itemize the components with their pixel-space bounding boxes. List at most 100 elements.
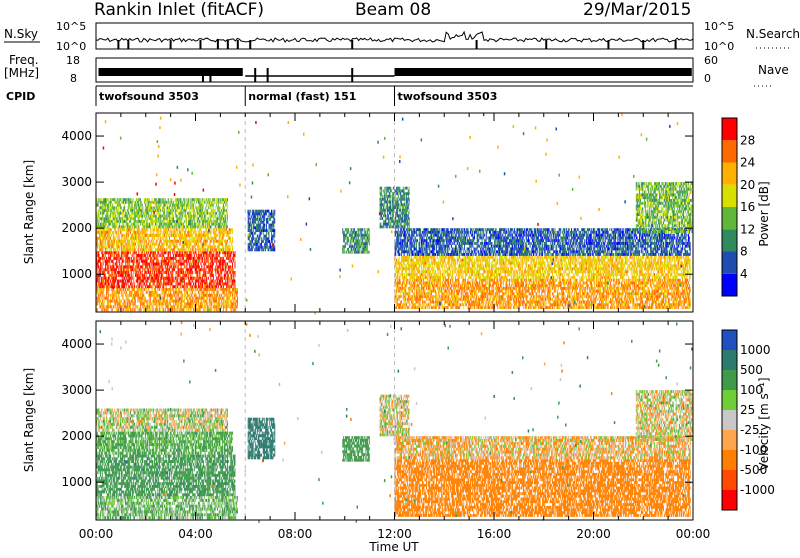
heatmap-cell [221,300,222,303]
heatmap-cell [236,305,237,308]
heatmap-cell [147,291,148,294]
heatmap-cell [128,294,129,297]
heatmap-cell [142,288,143,291]
heatmap-cell [120,288,121,291]
heatmap-cell [162,302,163,305]
heatmap-cell [97,263,98,266]
heatmap-cell [112,300,113,303]
nsky-panel [96,23,693,49]
heatmap-cell [108,288,109,291]
heatmap-cell [137,291,138,294]
heatmap-cell [211,305,212,308]
heatmap-cell [205,300,206,303]
heatmap-cell [174,300,175,303]
date-title: 29/Mar/2015 [583,0,691,20]
heatmap-cell [237,294,238,297]
heatmap-cell [105,305,106,308]
heatmap-cell [193,302,194,305]
heatmap-cell [104,288,105,291]
heatmap-cell [236,294,237,297]
heatmap-cell [185,294,186,297]
heatmap-cell [168,305,169,308]
heatmap-cell [114,300,115,303]
heatmap-cell [230,291,231,294]
heatmap-cell [231,308,232,311]
heatmap-cell [228,302,229,305]
heatmap-cell [235,302,236,305]
heatmap-cell [155,288,156,291]
heatmap-cell [212,294,213,297]
heatmap-cell [209,291,210,294]
heatmap-cell [128,305,129,308]
heatmap-cell [108,305,109,308]
heatmap-cell [142,305,143,308]
heatmap-cell [128,300,129,303]
heatmap-cell [103,277,104,280]
heatmap-cell [100,260,101,263]
heatmap-cell [99,265,100,268]
heatmap-cell [98,280,99,283]
heatmap-cell [170,302,171,305]
heatmap-cell [97,288,98,291]
heatmap-cell [127,300,128,303]
heatmap-cell [202,302,203,305]
heatmap-cell [108,308,109,311]
heatmap-cell [112,308,113,311]
heatmap-cell [140,305,141,308]
heatmap-cell [114,297,115,300]
heatmap-cell [135,302,136,305]
heatmap-cell [198,302,199,305]
heatmap-cell [216,308,217,311]
heatmap-cell [202,291,203,294]
heatmap-cell [100,257,101,260]
heatmap-cell [137,294,138,297]
heatmap-cell [117,291,118,294]
heatmap-cell [146,288,147,291]
heatmap-cell [122,305,123,308]
heatmap-cell [142,297,143,300]
power-data-layer [96,113,693,315]
heatmap-cell [98,263,99,266]
heatmap-cell [117,305,118,308]
heatmap-cell [168,308,169,311]
heatmap-cell [103,288,104,291]
heatmap-cell [134,294,135,297]
heatmap-cell [97,265,98,268]
heatmap-cell [200,302,201,305]
heatmap-cell [206,305,207,308]
heatmap-cell [118,288,119,291]
heatmap-cell [204,308,205,311]
heatmap-cell [103,263,104,266]
heatmap-cell [204,291,205,294]
heatmap-cell [146,300,147,303]
heatmap-cell [148,305,149,308]
heatmap-cell [182,297,183,300]
heatmap-cell [191,308,192,311]
heatmap-cell [210,288,211,291]
heatmap-cell [230,305,231,308]
heatmap-cell [182,300,183,303]
heatmap-cell [104,294,105,297]
heatmap-cell [98,291,99,294]
heatmap-cell [117,308,118,311]
heatmap-cell [97,268,98,271]
heatmap-cell [199,291,200,294]
heatmap-cell [117,297,118,300]
heatmap-cell [111,294,112,297]
figure: Rankin Inlet (fitACF) Beam 08 29/Mar/201… [0,0,800,554]
heatmap-cell [125,291,126,294]
heatmap-cell [219,300,220,303]
freq-trace [98,68,691,82]
heatmap-cell [157,288,158,291]
heatmap-cell [154,300,155,303]
heatmap-cell [220,297,221,300]
heatmap-cell [167,300,168,303]
heatmap-cell [103,305,104,308]
heatmap-cell [214,302,215,305]
heatmap-cell [184,300,185,303]
heatmap-cell [175,308,176,311]
heatmap-cell [97,308,98,311]
heatmap-cell [191,302,192,305]
heatmap-cell [167,297,168,300]
heatmap-cell [168,291,169,294]
